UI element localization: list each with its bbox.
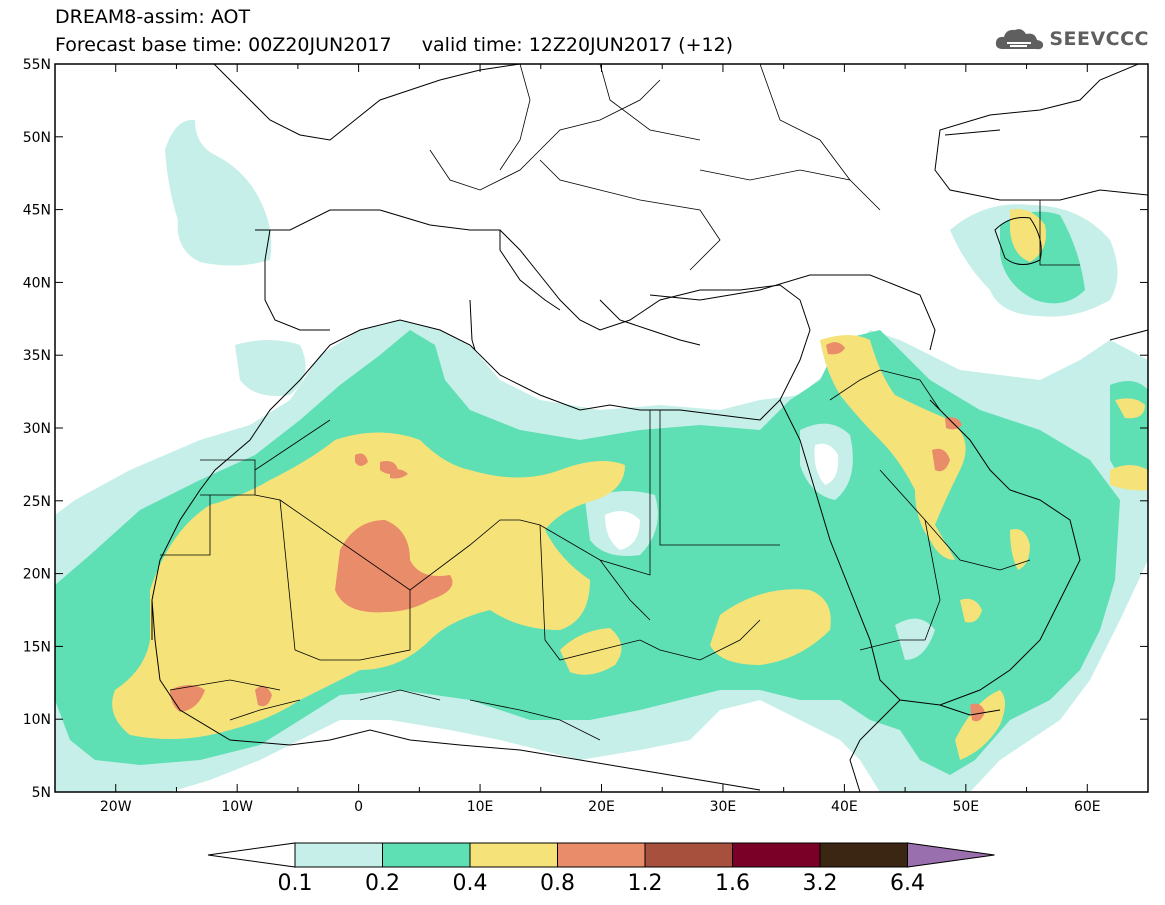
lon-tick-label: 0 <box>354 799 363 815</box>
colorbar-under-triangle <box>207 842 296 868</box>
lon-tick-label: 10E <box>467 799 494 815</box>
map-subtitle: Forecast base time: 00Z20JUN2017 valid t… <box>55 34 734 56</box>
colorbar-segment <box>469 842 558 868</box>
colorbar-segment <box>294 842 383 868</box>
country-borders <box>160 64 1080 741</box>
longitude-axis: 20W 10W 0 10E 20E 30E 40E 50E 60E <box>54 64 1149 815</box>
seevccc-logo: SEEVCCC <box>993 24 1149 54</box>
colorbar-segment <box>557 842 646 868</box>
lon-tick-label: 20W <box>100 799 132 815</box>
colorbar-label: 1.6 <box>715 871 750 896</box>
aot-shading <box>55 119 1148 792</box>
lon-tick-label: 50E <box>952 799 979 815</box>
colorbar-label: 6.4 <box>890 871 925 896</box>
lat-tick-label: 5N <box>32 785 51 801</box>
colorbar-over-triangle <box>907 842 995 868</box>
lat-tick-label: 40N <box>23 275 51 291</box>
colorbar-label: 0.8 <box>540 871 575 896</box>
colorbar-segment <box>644 842 733 868</box>
cloud-icon <box>996 29 1044 50</box>
lon-tick-label: 20E <box>588 799 615 815</box>
lat-tick-label: 25N <box>23 494 51 510</box>
lon-tick-label: 30E <box>710 799 737 815</box>
lat-tick-label: 30N <box>23 421 51 437</box>
lat-tick-label: 35N <box>23 348 51 364</box>
colorbar-label: 0.1 <box>277 871 313 896</box>
lon-tick-label: 10W <box>221 799 253 815</box>
colorbar-segment <box>732 842 821 868</box>
colorbar-label: 0.2 <box>365 871 400 896</box>
logo-text: SEEVCCC <box>1049 28 1149 50</box>
lat-tick-label: 45N <box>23 203 51 219</box>
colorbar-label: 1.2 <box>627 871 663 896</box>
lat-tick-label: 10N <box>23 712 51 728</box>
colorbar-segment <box>819 842 908 868</box>
coastlines <box>151 64 1148 792</box>
colorbar-segment <box>382 842 471 868</box>
lat-tick-label: 15N <box>23 639 51 655</box>
map-title: DREAM8-assim: AOT <box>55 6 251 28</box>
colorbar <box>207 842 995 868</box>
latitude-axis: 55N 50N 45N 40N 35N 30N 25N 20N 15N 10N 5N <box>23 57 1148 801</box>
lat-tick-label: 55N <box>23 57 51 73</box>
lon-tick-label: 60E <box>1074 799 1101 815</box>
colorbar-label: 3.2 <box>802 871 838 896</box>
lon-tick-label: 40E <box>831 799 858 815</box>
lat-tick-label: 20N <box>23 567 51 583</box>
lat-tick-label: 50N <box>23 130 51 146</box>
colorbar-label: 0.4 <box>452 871 488 896</box>
